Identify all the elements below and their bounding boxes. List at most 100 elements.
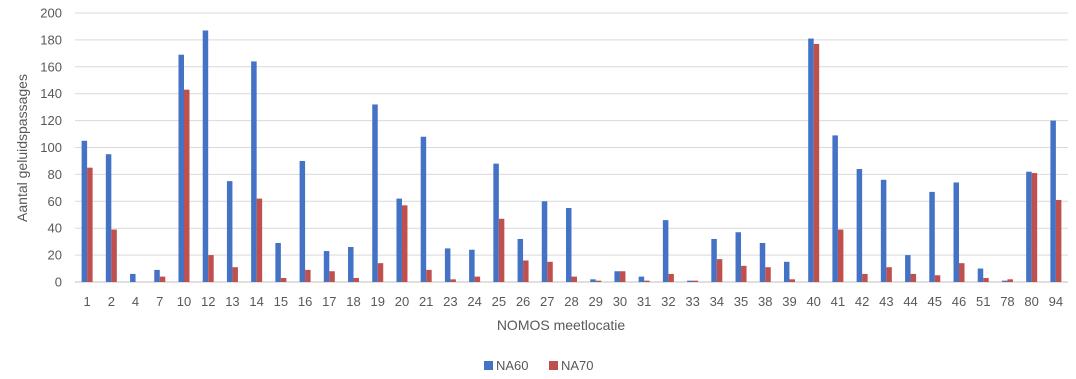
x-tick-label: 31	[637, 294, 651, 309]
bar-na60-18	[348, 247, 354, 282]
x-tick-label: 29	[588, 294, 602, 309]
x-axis-title: NOMOS meetlocatie	[497, 317, 626, 333]
y-tick-label: 100	[40, 140, 62, 155]
bar-na60-78	[1001, 280, 1008, 282]
bar-na60-41	[832, 135, 838, 282]
y-tick-label: 140	[40, 86, 62, 101]
x-tick-label: 44	[903, 294, 917, 309]
x-tick-label: 19	[371, 294, 385, 309]
bar-na60-44	[905, 255, 911, 282]
y-tick-label: 40	[48, 221, 62, 236]
legend-label-na60: NA60	[496, 358, 529, 373]
x-tick-label: 23	[443, 294, 457, 309]
x-tick-label: 32	[661, 294, 675, 309]
bar-na70-2	[111, 229, 117, 282]
x-tick-label: 1	[83, 294, 90, 309]
bar-na70-40	[813, 43, 820, 283]
bar-na60-42	[856, 169, 863, 282]
bar-na70-28	[571, 276, 577, 282]
bar-na70-13	[232, 267, 238, 282]
bar-na70-29	[595, 280, 602, 282]
bar-na70-17	[329, 271, 335, 282]
bar-na60-39	[783, 261, 790, 282]
x-tick-label: 51	[976, 294, 990, 309]
legend-swatch-na60	[484, 361, 493, 370]
bar-na60-28	[566, 208, 572, 282]
bar-na70-1	[87, 167, 93, 282]
y-tick-labels: 0 20 40 60 80 100 120 140 160 180 200	[40, 6, 62, 290]
bar-na60-13	[226, 181, 233, 282]
bar-na60-24	[469, 249, 475, 282]
x-tick-label: 18	[346, 294, 360, 309]
bar-na70-25	[498, 218, 505, 282]
bar-na60-10	[178, 54, 184, 282]
bar-na70-10	[183, 89, 190, 282]
bar-na70-30	[619, 271, 626, 282]
x-tick-label: 27	[540, 294, 554, 309]
bar-na70-33	[692, 280, 699, 282]
bar-na70-23	[450, 279, 456, 282]
bar-na70-32	[668, 273, 674, 282]
bar-na70-51	[983, 277, 989, 282]
bar-na70-34	[716, 259, 723, 282]
bar-na70-46	[959, 263, 965, 282]
x-tick-label: 45	[928, 294, 942, 309]
x-tick-label: 42	[855, 294, 869, 309]
bar-na70-27	[547, 261, 553, 282]
bar-na60-12	[202, 30, 209, 282]
x-tick-label: 21	[419, 294, 433, 309]
bar-na70-35	[741, 265, 747, 282]
bar-na60-31	[638, 276, 645, 282]
bar-na60-30	[614, 271, 620, 282]
bar-na60-40	[808, 38, 814, 283]
x-tick-label: 4	[132, 294, 139, 309]
bar-na60-43	[880, 179, 887, 282]
bar-na60-33	[687, 280, 693, 282]
y-tick-label: 180	[40, 32, 62, 47]
x-tick-label: 20	[395, 294, 409, 309]
x-tick-labels: 1 2 4 7 10 12 13 14 15 16 17 18 19 20 21 23 24 25 26 27 28 29…	[83, 294, 1063, 309]
bar-na70-31	[644, 280, 650, 282]
bar-na60-25	[493, 163, 499, 282]
x-tick-label: 33	[685, 294, 699, 309]
gridlines	[75, 12, 1068, 283]
x-tick-label: 25	[492, 294, 506, 309]
legend-label-na70: NA70	[561, 358, 594, 373]
bar-na60-14	[251, 61, 257, 282]
bar-na60-17	[323, 251, 330, 282]
bar-na70-7	[159, 276, 166, 282]
bar-na70-44	[910, 273, 917, 282]
bar-na70-24	[474, 276, 481, 282]
bar-na70-16	[305, 269, 311, 282]
y-tick-label: 200	[40, 6, 62, 21]
bar-na70-94	[1055, 199, 1062, 282]
x-tick-label: 41	[831, 294, 845, 309]
y-axis-title: Aantal geluidspassages	[14, 74, 30, 222]
bar-na60-21	[420, 136, 427, 282]
x-tick-label: 80	[1024, 294, 1038, 309]
y-tick-label: 160	[40, 59, 62, 74]
bar-na70-21	[426, 269, 432, 282]
x-tick-label: 43	[879, 294, 893, 309]
bar-na70-41	[837, 229, 844, 282]
bar-na60-34	[711, 238, 717, 282]
x-tick-label: 30	[613, 294, 627, 309]
x-tick-label: 7	[156, 294, 163, 309]
x-tick-label: 26	[516, 294, 530, 309]
bar-na70-15	[280, 277, 287, 282]
bar-na60-32	[662, 220, 669, 282]
x-tick-label: 28	[564, 294, 578, 309]
x-tick-label: 24	[467, 294, 481, 309]
x-tick-label: 14	[249, 294, 263, 309]
bar-na60-80	[1026, 171, 1032, 282]
bar-na70-19	[377, 263, 384, 282]
x-tick-label: 13	[225, 294, 239, 309]
legend-swatch-na70	[549, 361, 558, 370]
bar-na70-80	[1031, 173, 1038, 282]
bar-na60-4	[130, 273, 136, 282]
bar-na70-38	[765, 267, 771, 282]
x-tick-label: 34	[710, 294, 724, 309]
bar-na70-39	[789, 279, 795, 282]
